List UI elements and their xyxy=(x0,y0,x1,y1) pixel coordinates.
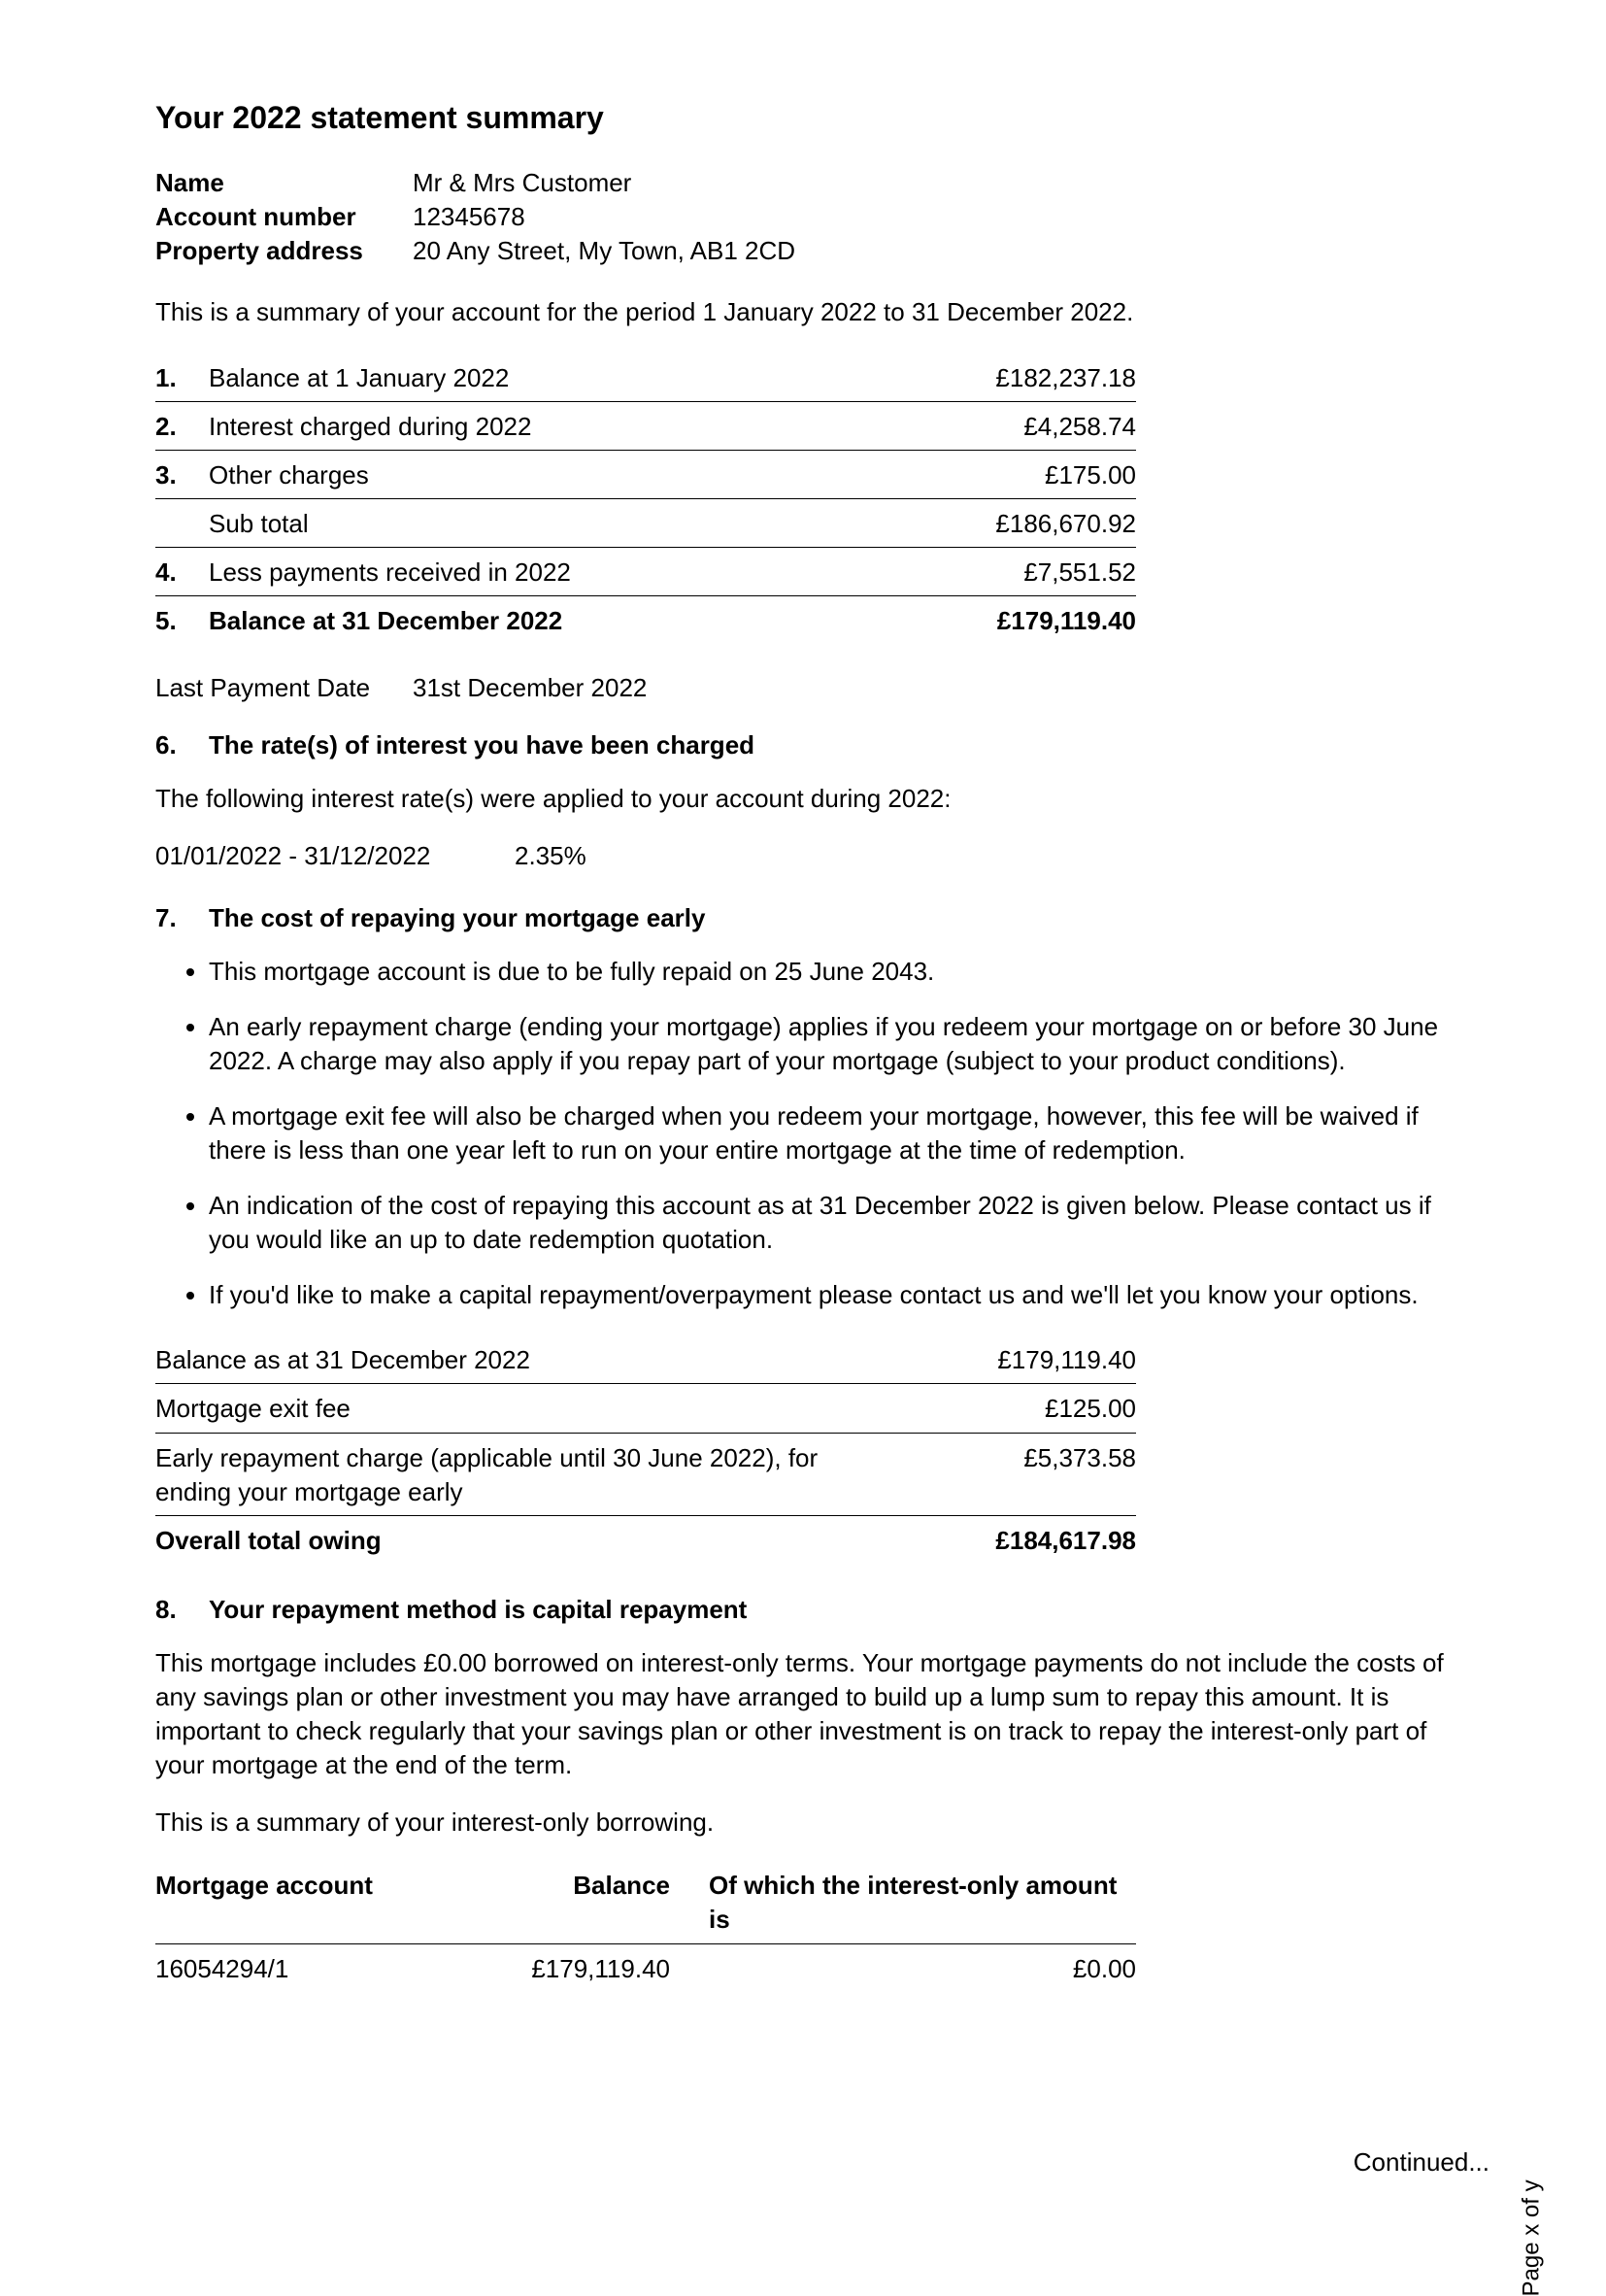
last-payment-row: Last Payment Date 31st December 2022 xyxy=(155,671,1451,705)
summary-row-num: 1. xyxy=(155,361,209,395)
summary-row-value: £4,258.74 xyxy=(913,410,1136,444)
customer-name-row: Name Mr & Mrs Customer xyxy=(155,166,1451,200)
io-col-account: Mortgage account xyxy=(155,1869,447,1937)
summary-row-value: £179,119.40 xyxy=(913,604,1136,638)
erc-row-value: £184,617.98 xyxy=(913,1524,1136,1558)
customer-details: Name Mr & Mrs Customer Account number 12… xyxy=(155,166,1451,268)
erc-row-value: £179,119.40 xyxy=(913,1343,1136,1377)
section-6-title: The rate(s) of interest you have been ch… xyxy=(209,728,754,762)
statement-page: Your 2022 statement summary Name Mr & Mr… xyxy=(0,0,1606,2272)
summary-row-value: £175.00 xyxy=(913,458,1136,492)
bullet-item: An early repayment charge (ending your m… xyxy=(209,1010,1451,1078)
section-8-para-1: This mortgage includes £0.00 borrowed on… xyxy=(155,1646,1451,1782)
erc-row-label: Early repayment charge (applicable until… xyxy=(155,1441,913,1509)
section-7-bullets: This mortgage account is due to be fully… xyxy=(155,955,1451,1313)
rate-period: 01/01/2022 - 31/12/2022 xyxy=(155,839,515,873)
erc-row: Mortgage exit fee£125.00 xyxy=(155,1384,1136,1433)
account-label: Account number xyxy=(155,200,413,234)
page-number: Page x of y xyxy=(1517,2179,1548,2296)
last-payment-value: 31st December 2022 xyxy=(413,671,647,705)
bullet-item: An indication of the cost of repaying th… xyxy=(209,1189,1451,1257)
bullet-item: This mortgage account is due to be fully… xyxy=(209,955,1451,989)
interest-rate-row: 01/01/2022 - 31/12/2022 2.35% xyxy=(155,839,1451,873)
account-number-row: Account number 12345678 xyxy=(155,200,1451,234)
io-table-row: 16054294/1 £179,119.40 £0.00 xyxy=(155,1944,1136,1994)
property-address-row: Property address 20 Any Street, My Town,… xyxy=(155,234,1451,268)
address-value: 20 Any Street, My Town, AB1 2CD xyxy=(413,234,1451,268)
summary-row-num: 3. xyxy=(155,458,209,492)
io-col-interest-only: Of which the interest-only amount is xyxy=(670,1869,1136,1937)
io-table-header: Mortgage account Balance Of which the in… xyxy=(155,1863,1136,1943)
io-col-balance: Balance xyxy=(447,1869,670,1937)
summary-row-label: Sub total xyxy=(209,507,913,541)
section-8-para-2: This is a summary of your interest-only … xyxy=(155,1806,1451,1840)
summary-row-label: Balance at 1 January 2022 xyxy=(209,361,913,395)
summary-row-num: 4. xyxy=(155,556,209,590)
summary-row-label: Balance at 31 December 2022 xyxy=(209,604,913,638)
summary-row-value: £182,237.18 xyxy=(913,361,1136,395)
account-value: 12345678 xyxy=(413,200,1451,234)
erc-row: Balance as at 31 December 2022£179,119.4… xyxy=(155,1335,1136,1384)
section-8-title: Your repayment method is capital repayme… xyxy=(209,1593,747,1627)
section-6-num: 6. xyxy=(155,728,209,762)
bullet-item: A mortgage exit fee will also be charged… xyxy=(209,1099,1451,1167)
summary-row: 3.Other charges£175.00 xyxy=(155,451,1136,499)
summary-row: 2.Interest charged during 2022£4,258.74 xyxy=(155,402,1136,451)
erc-row-label: Mortgage exit fee xyxy=(155,1392,913,1426)
section-6-heading: 6. The rate(s) of interest you have been… xyxy=(155,728,1451,762)
summary-row: 1.Balance at 1 January 2022£182,237.18 xyxy=(155,354,1136,402)
early-repayment-table: Balance as at 31 December 2022£179,119.4… xyxy=(155,1335,1136,1563)
name-label: Name xyxy=(155,166,413,200)
section-8-heading: 8. Your repayment method is capital repa… xyxy=(155,1593,1451,1627)
summary-row-num: 2. xyxy=(155,410,209,444)
io-account-value: 16054294/1 xyxy=(155,1952,447,1986)
page-title: Your 2022 statement summary xyxy=(155,97,1451,139)
erc-row-value: £5,373.58 xyxy=(913,1441,1136,1509)
erc-row-label: Balance as at 31 December 2022 xyxy=(155,1343,913,1377)
summary-row-value: £186,670.92 xyxy=(913,507,1136,541)
erc-row-value: £125.00 xyxy=(913,1392,1136,1426)
summary-row: Sub total£186,670.92 xyxy=(155,499,1136,548)
summary-row-label: Less payments received in 2022 xyxy=(209,556,913,590)
bullet-item: If you'd like to make a capital repaymen… xyxy=(209,1278,1451,1312)
erc-row-label: Overall total owing xyxy=(155,1524,913,1558)
summary-row-num: 5. xyxy=(155,604,209,638)
summary-row: 5.Balance at 31 December 2022£179,119.40 xyxy=(155,596,1136,644)
section-6-intro: The following interest rate(s) were appl… xyxy=(155,782,1451,816)
address-label: Property address xyxy=(155,234,413,268)
interest-only-table: Mortgage account Balance Of which the in… xyxy=(155,1863,1136,1993)
io-balance-value: £179,119.40 xyxy=(447,1952,670,1986)
summary-row-value: £7,551.52 xyxy=(913,556,1136,590)
summary-row-label: Other charges xyxy=(209,458,913,492)
section-8-num: 8. xyxy=(155,1593,209,1627)
summary-row-label: Interest charged during 2022 xyxy=(209,410,913,444)
intro-paragraph: This is a summary of your account for th… xyxy=(155,295,1451,329)
section-7-num: 7. xyxy=(155,901,209,935)
continued-indicator: Continued... xyxy=(1354,2145,1489,2179)
section-7-title: The cost of repaying your mortgage early xyxy=(209,901,705,935)
name-value: Mr & Mrs Customer xyxy=(413,166,1451,200)
erc-row: Overall total owing£184,617.98 xyxy=(155,1516,1136,1564)
erc-row: Early repayment charge (applicable until… xyxy=(155,1434,1136,1516)
last-payment-label: Last Payment Date xyxy=(155,671,413,705)
section-7-heading: 7. The cost of repaying your mortgage ea… xyxy=(155,901,1451,935)
rate-value: 2.35% xyxy=(515,839,586,873)
summary-row: 4.Less payments received in 2022£7,551.5… xyxy=(155,548,1136,596)
io-interest-only-value: £0.00 xyxy=(670,1952,1136,1986)
summary-table: 1.Balance at 1 January 2022£182,237.182.… xyxy=(155,354,1136,645)
